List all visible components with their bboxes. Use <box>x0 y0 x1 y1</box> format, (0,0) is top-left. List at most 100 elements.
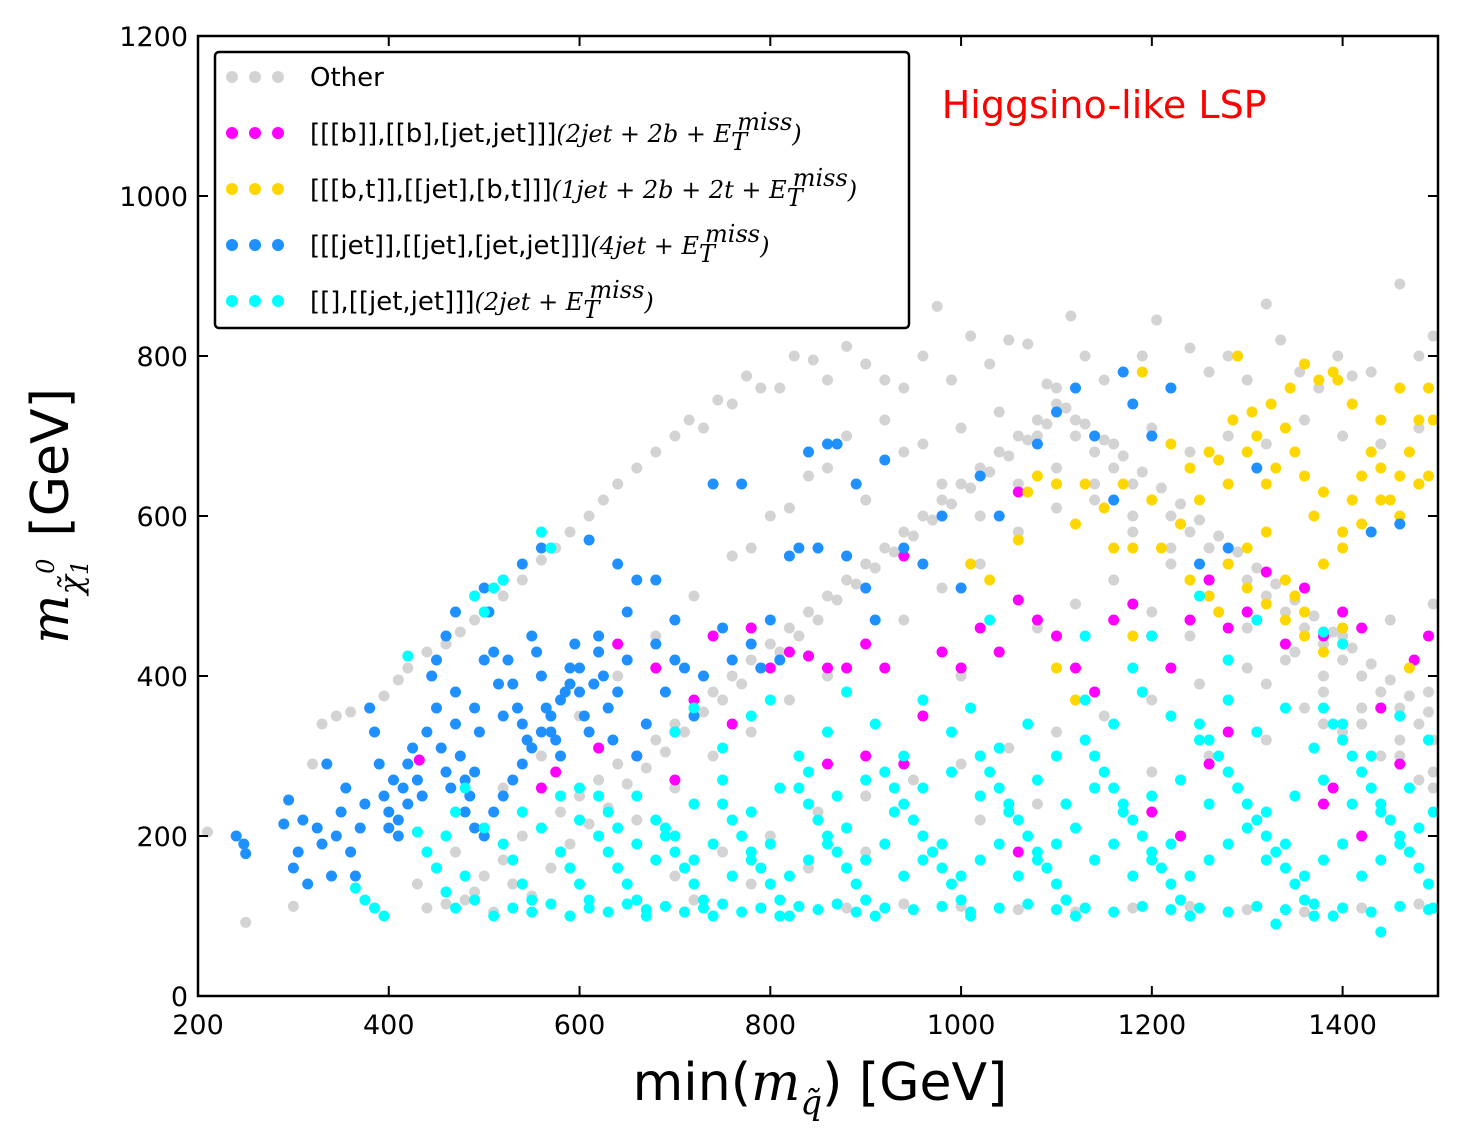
point-s0-231 <box>1260 734 1272 746</box>
point-s3-42 <box>469 766 481 778</box>
point-s4-134 <box>1222 694 1234 706</box>
point-s4-161 <box>1117 806 1129 818</box>
point-s2-34 <box>1375 462 1387 474</box>
point-s0-51 <box>1079 350 1091 362</box>
point-s0-235 <box>631 814 643 826</box>
point-s0-130 <box>507 878 519 890</box>
point-s1-15 <box>822 758 833 770</box>
point-s4-97 <box>1289 878 1301 890</box>
point-s2-29 <box>1327 366 1339 378</box>
point-s4-103 <box>1346 750 1358 762</box>
point-s4-214 <box>1279 838 1291 850</box>
point-s1-22 <box>955 662 967 674</box>
point-s4-104 <box>1356 766 1368 778</box>
point-s0-46 <box>1003 334 1015 346</box>
point-s4-225 <box>459 782 471 794</box>
point-s4-141 <box>1423 734 1434 746</box>
point-s0-237 <box>707 750 719 762</box>
point-s0-127 <box>440 898 452 910</box>
point-s4-136 <box>1279 702 1291 714</box>
point-s3-33 <box>426 670 438 682</box>
point-s0-25 <box>650 446 662 458</box>
y-axis-title-math: m <box>21 595 81 644</box>
point-s0-266 <box>1089 494 1101 506</box>
point-s4-159 <box>1060 798 1072 810</box>
point-s0-295 <box>1184 900 1196 912</box>
point-s4-274 <box>984 614 996 626</box>
point-s4-170 <box>1375 806 1387 818</box>
point-s0-200 <box>1299 414 1310 426</box>
point-s4-176 <box>555 790 566 802</box>
point-s4-237 <box>679 906 690 918</box>
point-s3-28 <box>402 758 414 770</box>
point-s1-29 <box>1070 662 1081 674</box>
point-s2-17 <box>1213 454 1225 466</box>
point-s0-281 <box>1146 606 1158 618</box>
point-s4-124 <box>946 726 957 738</box>
point-s0-85 <box>669 718 681 730</box>
point-s4-20 <box>555 846 566 858</box>
point-s2-30 <box>1337 526 1349 538</box>
point-s4-14 <box>497 574 509 586</box>
point-s4-251 <box>993 902 1005 914</box>
point-s3-56 <box>535 670 547 682</box>
point-s3-61 <box>559 686 571 698</box>
point-s3-10 <box>316 838 328 850</box>
point-s0-182 <box>612 670 624 682</box>
point-s0-165 <box>1175 498 1186 510</box>
point-s4-45 <box>793 782 805 794</box>
legend-label-2: [[[b,t]],[[jet],[b,t]]](1jet + 2b + 2t +… <box>310 164 857 212</box>
point-s2-14 <box>1165 438 1177 450</box>
point-s0-63 <box>1294 366 1306 378</box>
point-s0-175 <box>1365 658 1377 670</box>
point-s4-143 <box>602 806 614 818</box>
point-s0-9 <box>392 674 404 686</box>
point-s3-74 <box>631 750 643 762</box>
point-s4-175 <box>535 822 547 834</box>
point-s4-66 <box>993 782 1005 794</box>
point-s4-195 <box>917 854 929 866</box>
legend-marker-0-2 <box>272 71 284 83</box>
point-s4-22 <box>574 878 585 890</box>
point-s4-263 <box>1337 902 1349 914</box>
point-s1-37 <box>1222 622 1234 634</box>
point-s2-49 <box>1375 494 1387 506</box>
point-s4-27 <box>621 878 633 890</box>
point-s1-46 <box>1394 758 1406 770</box>
point-s0-264 <box>1012 478 1024 490</box>
point-s4-226 <box>469 894 481 906</box>
point-s4-162 <box>1146 790 1158 802</box>
point-s4-241 <box>755 902 767 914</box>
point-s2-54 <box>1222 558 1234 570</box>
point-s0-111 <box>1165 510 1177 522</box>
point-s4-98 <box>1299 894 1310 906</box>
point-s4-138 <box>1337 718 1349 730</box>
point-s4-79 <box>1117 798 1129 810</box>
point-s0-94 <box>841 574 853 586</box>
point-s0-236 <box>669 782 681 794</box>
point-s4-37 <box>717 798 729 810</box>
point-s4-219 <box>1375 854 1387 866</box>
point-s3-151 <box>650 638 662 650</box>
point-s3-32 <box>421 726 433 738</box>
point-s1-53 <box>1318 798 1329 810</box>
point-s2-51 <box>1413 478 1425 490</box>
point-s4-198 <box>974 854 986 866</box>
point-s4-181 <box>650 854 662 866</box>
point-s4-68 <box>1012 814 1024 826</box>
point-s0-199 <box>1260 438 1272 450</box>
point-s0-91 <box>783 622 795 634</box>
point-s1-17 <box>860 638 872 650</box>
point-s2-26 <box>1299 470 1310 482</box>
point-s4-83 <box>1155 862 1167 874</box>
legend-marker-0-0 <box>226 71 238 83</box>
point-s4-55 <box>888 782 900 794</box>
point-s0-35 <box>807 354 819 366</box>
point-s0-66 <box>1346 370 1358 382</box>
point-s0-32 <box>755 382 767 394</box>
point-s4-220 <box>1394 838 1406 850</box>
point-s2-9 <box>1108 542 1120 554</box>
point-s4-73 <box>1060 894 1072 906</box>
point-s4-7 <box>431 862 442 874</box>
point-s0-257 <box>745 542 757 554</box>
